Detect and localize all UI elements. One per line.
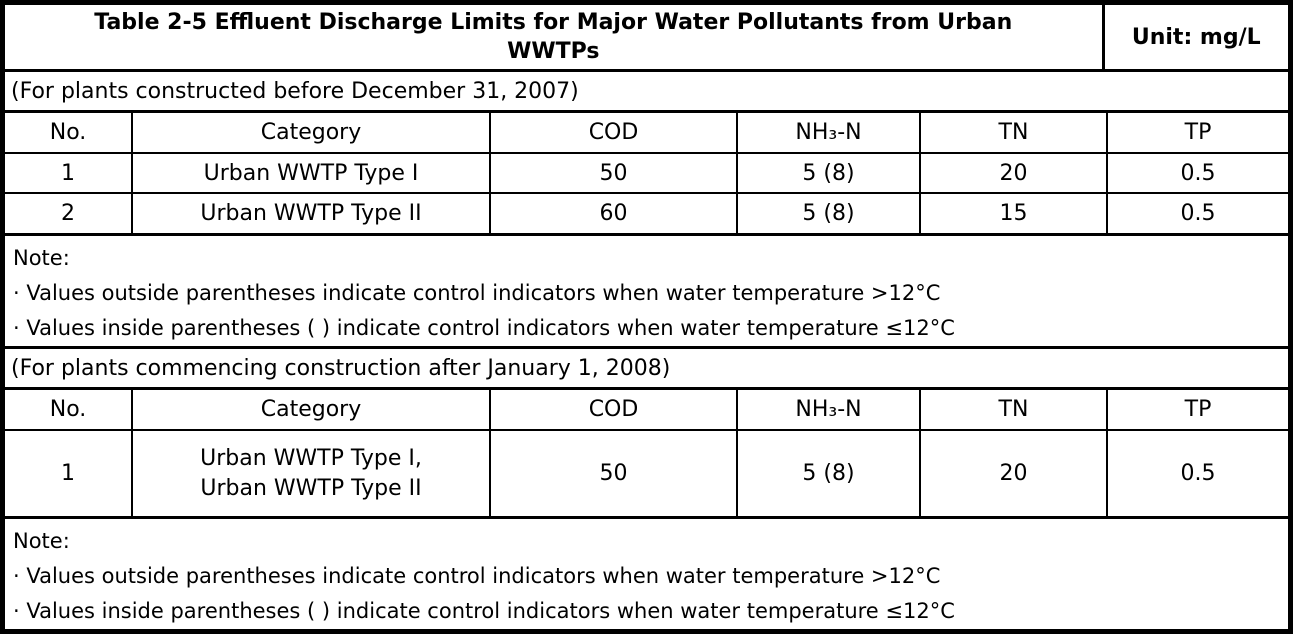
cell-cod: 50 — [489, 429, 738, 516]
cell-cod: 60 — [489, 192, 738, 233]
cell-tp: 0.5 — [1106, 429, 1288, 516]
cell-no: 1 — [5, 429, 133, 516]
note-label: Note: — [13, 246, 70, 270]
cell-tn: 15 — [919, 192, 1108, 233]
cell-no: 1 — [5, 152, 133, 194]
note-item: · Values outside parentheses indicate co… — [13, 564, 941, 588]
note-item: · Values outside parentheses indicate co… — [13, 281, 941, 305]
section-1-caption: (For plants constructed before December … — [5, 72, 1288, 113]
cell-no: 2 — [5, 192, 133, 233]
note-item: · Values inside parentheses ( ) indicate… — [13, 599, 955, 623]
note-item: · Values inside parentheses ( ) indicate… — [13, 316, 955, 340]
cell-cod: 50 — [489, 152, 738, 194]
col-header-category: Category — [131, 390, 491, 431]
table-row: 1 Urban WWTP Type I, Urban WWTP Type II … — [5, 429, 1288, 516]
cell-tp: 0.5 — [1106, 152, 1288, 194]
cell-tp: 0.5 — [1106, 192, 1288, 233]
col-header-cod: COD — [489, 390, 738, 431]
col-header-tp: TP — [1106, 113, 1288, 154]
col-header-category: Category — [131, 113, 491, 154]
header-row: No. Category COD NH₃-N TN TP — [5, 113, 1288, 154]
col-header-cod: COD — [489, 113, 738, 154]
table-row: 2 Urban WWTP Type II 60 5 (8) 15 0.5 — [5, 192, 1288, 233]
col-header-tn: TN — [919, 113, 1108, 154]
unit-label: Unit: mg/L — [1131, 24, 1261, 50]
section-1-table: No. Category COD NH₃-N TN TP 1 Urban WWT… — [5, 113, 1288, 236]
col-header-tn: TN — [919, 390, 1108, 431]
cell-nh3n: 5 (8) — [736, 192, 921, 233]
cell-category: Urban WWTP Type II — [131, 192, 491, 233]
col-header-nh3n: NH₃-N — [736, 390, 921, 431]
section-1-note: Note: · Values outside parentheses indic… — [5, 236, 1288, 349]
header-row: No. Category COD NH₃-N TN TP — [5, 390, 1288, 431]
cell-nh3n: 5 (8) — [736, 152, 921, 194]
cell-category: Urban WWTP Type I, Urban WWTP Type II — [131, 429, 491, 516]
section-2-note: Note: · Values outside parentheses indic… — [5, 519, 1288, 629]
col-header-nh3n: NH₃-N — [736, 113, 921, 154]
cell-tn: 20 — [919, 429, 1108, 516]
col-header-tp: TP — [1106, 390, 1288, 431]
note-label: Note: — [13, 529, 70, 553]
title-row: Table 2-5 Effluent Discharge Limits for … — [5, 5, 1288, 72]
col-header-no: No. — [5, 390, 133, 431]
cell-category: Urban WWTP Type I — [131, 152, 491, 194]
cell-tn: 20 — [919, 152, 1108, 194]
col-header-no: No. — [5, 113, 133, 154]
table-row: 1 Urban WWTP Type I 50 5 (8) 20 0.5 — [5, 152, 1288, 194]
section-2-table: No. Category COD NH₃-N TN TP 1 Urban WWT… — [5, 390, 1288, 519]
table-title: Table 2-5 Effluent Discharge Limits for … — [5, 5, 1105, 69]
section-2-caption: (For plants commencing construction afte… — [5, 349, 1288, 390]
cell-nh3n: 5 (8) — [736, 429, 921, 516]
